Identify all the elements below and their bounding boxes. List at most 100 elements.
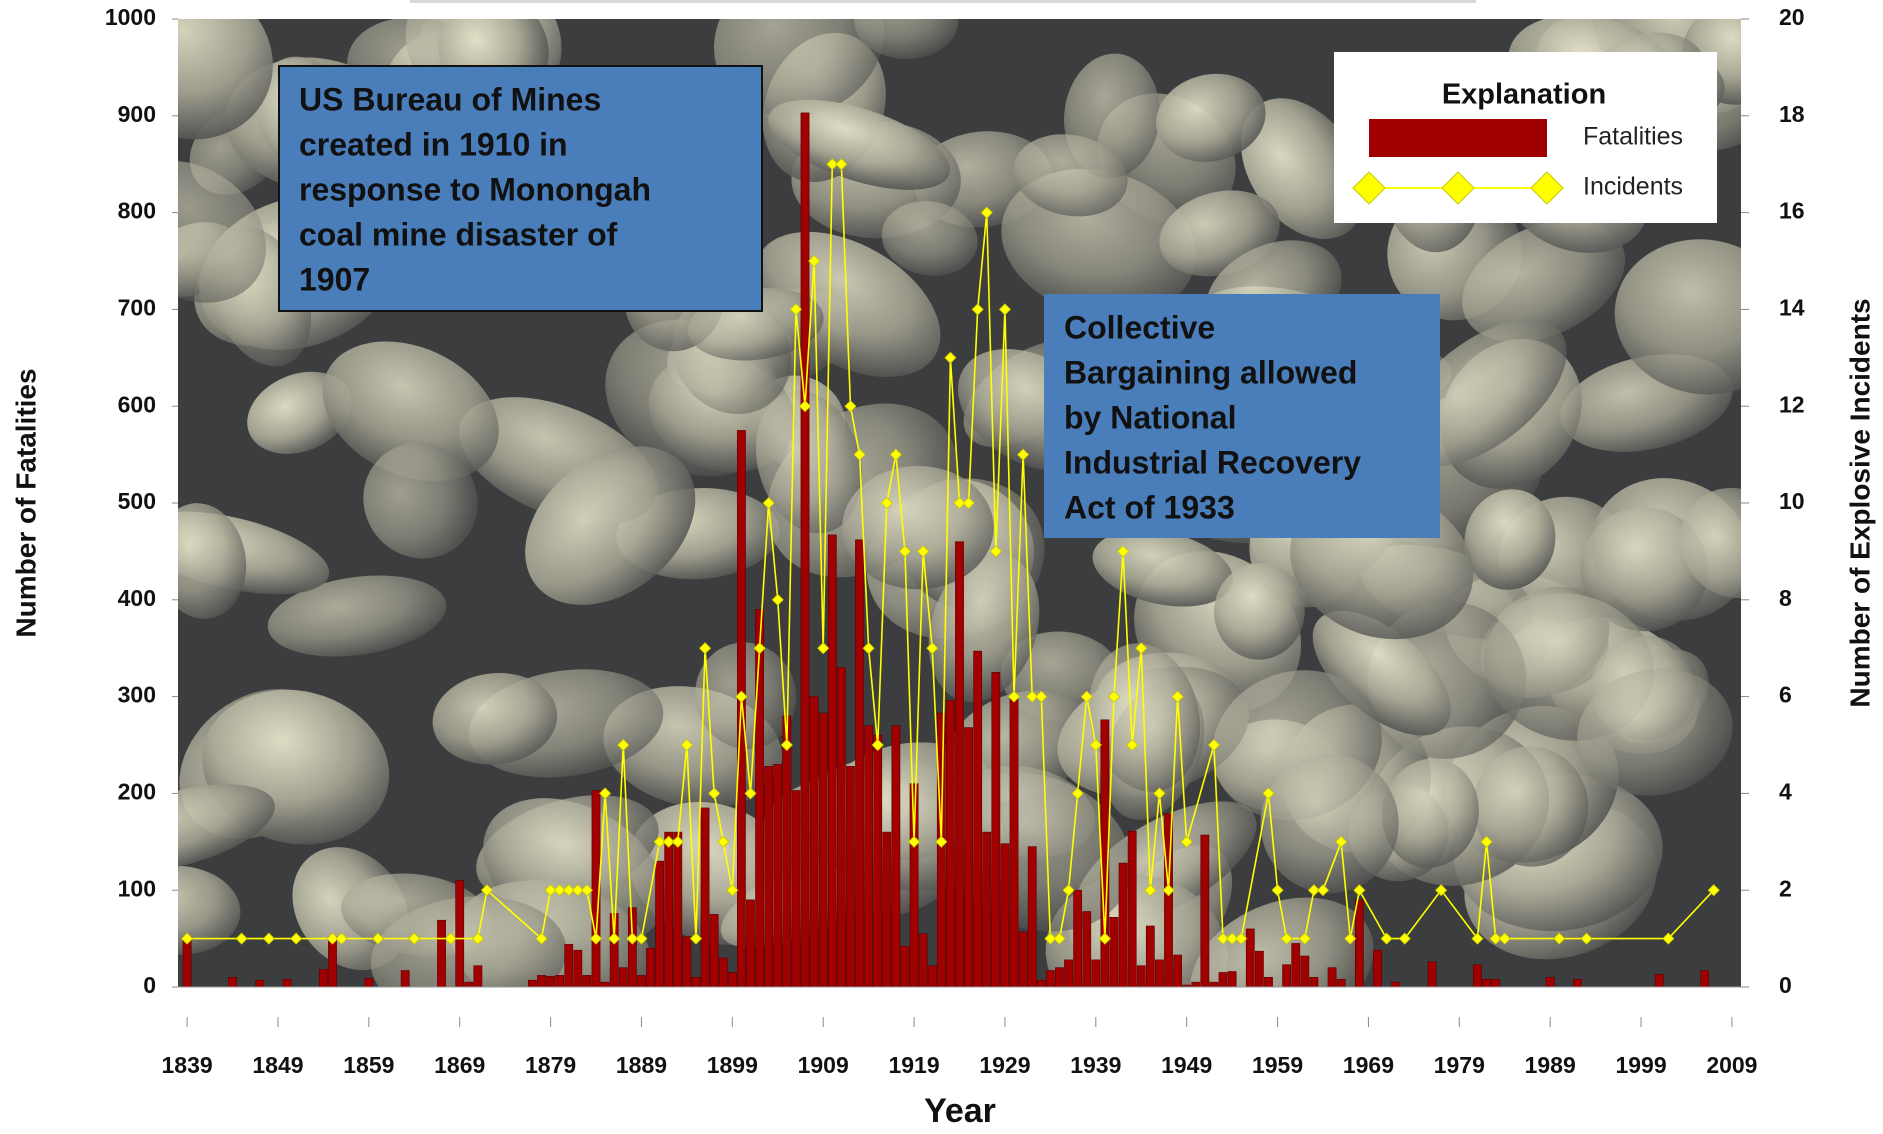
rock [1614, 239, 1741, 395]
marker [562, 884, 575, 897]
marker [744, 787, 757, 800]
rock [1680, 487, 1741, 599]
x-tick-label: 1919 [888, 1052, 939, 1078]
x-tick-label: 1879 [525, 1052, 576, 1078]
annotation-box [278, 65, 763, 312]
bar [627, 907, 637, 988]
marker [1271, 884, 1284, 897]
marker [789, 303, 802, 316]
bar [1654, 974, 1664, 988]
marker [235, 932, 248, 945]
bar [1091, 959, 1101, 988]
marker [1026, 690, 1039, 703]
bar [964, 727, 973, 988]
annotation-text: created in 1910 in [299, 126, 568, 162]
rock [1240, 98, 1365, 240]
y-tick-label: 800 [118, 198, 156, 224]
marker [1107, 690, 1121, 703]
annotation-text: Act of 1933 [1064, 489, 1235, 525]
bar [555, 975, 565, 988]
x-tick-label: 1849 [252, 1052, 303, 1078]
bar [1700, 970, 1710, 988]
x-axis-label: Year [924, 1092, 996, 1130]
marker [808, 254, 821, 268]
rock [1464, 489, 1556, 590]
marker [1098, 932, 1111, 945]
marker [371, 932, 384, 945]
bar [782, 715, 792, 988]
rock [267, 575, 447, 657]
x-tick-label: 1859 [343, 1052, 394, 1078]
legend-title: Explanation [1442, 79, 1606, 111]
bar [1109, 917, 1119, 988]
bar [464, 981, 474, 988]
y2-tick-label: 10 [1779, 488, 1805, 514]
marker [853, 448, 866, 461]
marker [571, 884, 584, 897]
marker [1489, 932, 1502, 945]
bar [855, 539, 864, 988]
bar [655, 860, 665, 988]
top-edge [410, 0, 1476, 3]
marker [580, 884, 593, 897]
marker [1316, 884, 1330, 897]
marker [989, 545, 1002, 558]
bar [1155, 959, 1164, 988]
marker [926, 642, 939, 655]
bar [1391, 981, 1401, 988]
bar [1473, 964, 1482, 988]
rock [853, 19, 959, 60]
marker [1298, 932, 1311, 945]
y-axis-label: Number of Fatalities [10, 368, 41, 637]
bar [1491, 978, 1501, 988]
rock [178, 503, 247, 619]
bar [1354, 899, 1364, 988]
marker [708, 787, 721, 800]
bar [809, 696, 819, 988]
y2-tick-label: 16 [1779, 198, 1805, 224]
bar [1118, 862, 1128, 988]
marker [1080, 690, 1093, 703]
marker [335, 932, 348, 945]
marker [1044, 932, 1057, 945]
marker [1162, 884, 1175, 897]
bar [1173, 954, 1182, 988]
legend-label: Fatalities [1583, 123, 1683, 151]
bar [537, 975, 546, 988]
y2-tick-label: 4 [1779, 778, 1792, 804]
y-tick-label: 400 [118, 585, 156, 611]
bar [718, 957, 728, 988]
bar [882, 831, 892, 988]
legend-marker [1441, 171, 1475, 205]
bar [918, 933, 928, 988]
marker [935, 835, 948, 848]
marker [726, 884, 739, 897]
legend-marker [1530, 171, 1564, 205]
annotation-text: Industrial Recovery [1064, 444, 1361, 480]
bar [727, 972, 737, 988]
bar [1282, 964, 1292, 988]
marker [1498, 932, 1511, 945]
annotation-text: 1907 [299, 261, 370, 297]
marker [1135, 642, 1148, 655]
marker [1053, 932, 1066, 945]
x-tick-label: 1969 [1343, 1052, 1394, 1078]
bar [827, 534, 837, 988]
marker [1380, 932, 1393, 945]
marker [1089, 738, 1102, 752]
bar [582, 975, 592, 988]
y-tick-label: 0 [143, 972, 156, 998]
rock [322, 341, 499, 482]
bar [891, 725, 901, 988]
marker [780, 738, 793, 752]
bar [1200, 834, 1210, 988]
y2-tick-label: 20 [1779, 4, 1805, 30]
marker [480, 884, 494, 897]
bar [1018, 931, 1028, 988]
marker [762, 496, 775, 510]
marker [1707, 884, 1720, 897]
bar [755, 609, 764, 988]
marker [1171, 690, 1184, 703]
annotation-text: Collective [1064, 309, 1215, 345]
